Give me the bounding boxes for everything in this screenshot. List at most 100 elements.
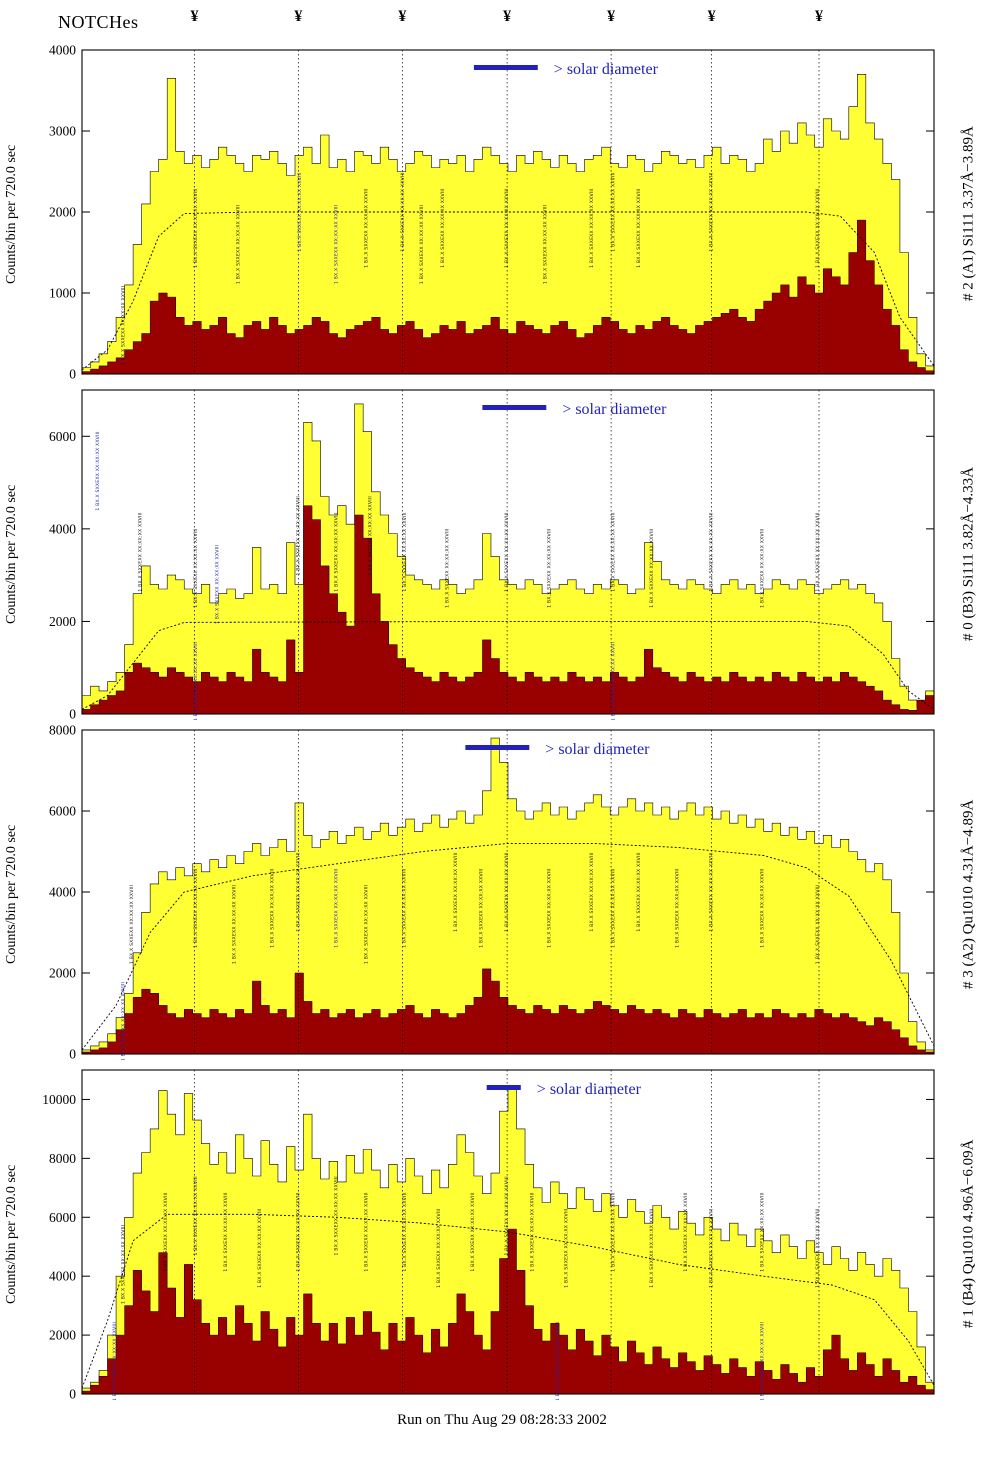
solar-diameter-bar	[482, 405, 547, 410]
svg-text:1 BX.X SXXEXX XX:XX:XX XXVIII: 1 BX.X SXXEXX XX:XX:XX XXVIII	[760, 529, 766, 608]
svg-text:3000: 3000	[49, 124, 76, 139]
solar-diameter-bar	[473, 65, 538, 70]
flare-annotations: 1 BX.X SXXEXX XX:XX:XX XXVIII 1 BX.X SXXE…	[121, 852, 821, 1061]
flare-annotations: 1 BX.X SXXEXX XX:XX:XX XXVIII 1 BX.X SXXE…	[95, 431, 821, 721]
panel-1-right-label: # 2 (A1) Si111 3.37Å−3.89Å	[960, 126, 977, 302]
flare-annotations: 1 BX.X SXXEXX XX:XX:XX XXVIII 1 BX.X SXXE…	[121, 172, 821, 365]
svg-text:1 BX.X SXXEXX XX:XX:XX XXVIII: 1 BX.X SXXEXX XX:XX:XX XXVIII	[236, 205, 242, 284]
plot-border	[81, 1069, 935, 1395]
model-curve	[81, 211, 935, 371]
svg-text:1 BX.X SXXEXX XX:XX:XX XXVIII: 1 BX.X SXXEXX XX:XX:XX XXVIII	[419, 205, 425, 284]
svg-text:1 BX.X SXXEXX XX:XX:XX XXVIII: 1 BX.X SXXEXX XX:XX:XX XXVIII	[611, 1192, 617, 1271]
svg-text:0: 0	[69, 1047, 76, 1061]
notch-symbol: ¥	[707, 8, 716, 25]
panel-4: Counts/bin per 720.0 sec 1 BX.X SXXEXX X…	[2, 1064, 1002, 1404]
svg-text:1 BX.X SXXEXX XX:XX:XX XXVIII: 1 BX.X SXXEXX XX:XX:XX XXVIII	[542, 205, 548, 284]
svg-text:1 BX.X SXXEXX XX:XX:XX XXVIII: 1 BX.X SXXEXX XX:XX:XX XXVIII	[470, 1192, 476, 1271]
svg-text:1 BX.X SXXEXX XX:XX:XX XXVIII: 1 BX.X SXXEXX XX:XX:XX XXVIII	[295, 1192, 301, 1271]
svg-text:1 BX.X SXXEXX XX:XX:XX XXVIII: 1 BX.X SXXEXX XX:XX:XX XXVIII	[478, 869, 484, 948]
svg-text:1 BX.X SXXEXX XX:XX:XX XXVIII: 1 BX.X SXXEXX XX:XX:XX XXVIII	[636, 852, 642, 931]
svg-text:1 BX.X SXXEXX XX:XX:XX XXVIII: 1 BX.X SXXEXX XX:XX:XX XXVIII	[547, 869, 553, 948]
svg-text:1 BX.X SXXEXX XX:XX:XX XXVIII: 1 BX.X SXXEXX XX:XX:XX XXVIII	[815, 1209, 821, 1288]
svg-text:1 BX.X SXXEXX XX:XX:XX XXVIII: 1 BX.X SXXEXX XX:XX:XX XXVIII	[334, 205, 340, 284]
svg-text:1 BX.X SXXEXX XX:XX:XX XXVIII: 1 BX.X SXXEXX XX:XX:XX XXVIII	[611, 869, 617, 948]
panel-3: Counts/bin per 720.0 sec 1 BX.X SXXEXX X…	[2, 723, 1002, 1064]
svg-text:4000: 4000	[49, 44, 76, 58]
svg-text:8000: 8000	[49, 724, 76, 738]
svg-text:1 BX.X SXXEXX XX:XX:XX XXVIII: 1 BX.X SXXEXX XX:XX:XX XXVIII	[611, 642, 617, 720]
red-histogram	[81, 968, 935, 1055]
svg-text:1 BX.X SXXEXX XX:XX:XX XXVIII: 1 BX.X SXXEXX XX:XX:XX XXVIII	[231, 885, 237, 964]
panel-1: Counts/bin per 720.0 sec 1 BX.X SXXEXX X…	[2, 43, 1002, 384]
svg-text:10000: 10000	[42, 1092, 76, 1107]
model-curve	[81, 1213, 935, 1389]
notches-title: NOTCHes	[58, 12, 139, 32]
y-axis-ticks: 0 2000 4000 6000 8000 10000	[42, 1092, 934, 1402]
panel-4-right-label: # 1 (B4) Qu1010 4.96Å−6.09Å	[960, 1139, 977, 1329]
svg-text:1 BX.X SXXEXX XX:XX:XX XXVIII: 1 BX.X SXXEXX XX:XX:XX XXVIII	[815, 189, 821, 268]
plot-area-1: 1 BX.X SXXEXX XX:XX:XX XXVIII 1 BX.X SXXE…	[22, 43, 938, 384]
svg-text:4000: 4000	[49, 521, 76, 536]
svg-text:1 BX.X SXXEXX XX:XX:XX XXVIII: 1 BX.X SXXEXX XX:XX:XX XXVIII	[440, 189, 446, 268]
svg-text:1 BX.X SXXEXX XX:XX:XX XXVIII: 1 BX.X SXXEXX XX:XX:XX XXVIII	[295, 852, 301, 931]
red-histogram	[81, 1228, 935, 1395]
svg-text:1 BX.X SXXEXX XX:XX:XX XXVIII: 1 BX.X SXXEXX XX:XX:XX XXVIII	[368, 496, 374, 575]
svg-text:1 BX.X SXXEXX XX:XX:XX XXVIII: 1 BX.X SXXEXX XX:XX:XX XXVIII	[121, 982, 127, 1060]
svg-text:1 BX.X SXXEXX XX:XX:XX XXVIII: 1 BX.X SXXEXX XX:XX:XX XXVIII	[555, 1322, 561, 1400]
svg-text:0: 0	[69, 1387, 76, 1401]
panel-4-svg: 1 BX.X SXXEXX XX:XX:XX XXVIII 1 BX.X SXXE…	[42, 1069, 935, 1402]
solar-diameter-label: > solar diameter	[562, 401, 667, 418]
notch-symbol: ¥	[190, 8, 199, 25]
svg-text:1 BX.X SXXEXX XX:XX:XX XXVIII: 1 BX.X SXXEXX XX:XX:XX XXVIII	[611, 172, 617, 251]
svg-text:1 BX.X SXXEXX XX:XX:XX XXVIII: 1 BX.X SXXEXX XX:XX:XX XXVIII	[129, 885, 135, 964]
svg-text:1 BX.X SXXEXX XX:XX:XX XXVIII: 1 BX.X SXXEXX XX:XX:XX XXVIII	[121, 1225, 127, 1304]
panel-2-right-label: # 0 (B3) Si111 3.82Å−4.33Å	[960, 466, 977, 642]
y-axis-label-1: Counts/bin per 720.0 sec	[4, 144, 19, 284]
solar-diameter-label: > solar diameter	[554, 61, 659, 78]
svg-text:1 BX.X SXXEXX XX:XX:XX XXVIII: 1 BX.X SXXEXX XX:XX:XX XXVIII	[193, 1176, 199, 1255]
svg-text:1 BX.X SXXEXX XX:XX:XX XXVIII: 1 BX.X SXXEXX XX:XX:XX XXVIII	[589, 189, 595, 268]
flare-annotations: 1 BX.X SXXEXX XX:XX:XX XXVIII 1 BX.X SXXE…	[112, 1176, 821, 1401]
svg-text:1 BX.X SXXEXX XX:XX:XX XXVIII: 1 BX.X SXXEXX XX:XX:XX XXVIII	[95, 431, 101, 510]
svg-text:1 BX.X SXXEXX XX:XX:XX XXVIII: 1 BX.X SXXEXX XX:XX:XX XXVIII	[444, 529, 450, 608]
plot-area-4: 1 BX.X SXXEXX XX:XX:XX XXVIII 1 BX.X SXXE…	[22, 1064, 938, 1404]
panel-3-right-label: # 3 (A2) Qu1010 4.31Å−4.89Å	[960, 799, 977, 989]
svg-text:1 BX.X SXXEXX XX:XX:XX XXVIII: 1 BX.X SXXEXX XX:XX:XX XXVIII	[760, 1192, 766, 1271]
svg-text:1 BX.X SXXEXX XX:XX:XX XXVIII: 1 BX.X SXXEXX XX:XX:XX XXVIII	[504, 1176, 510, 1255]
svg-text:1 BX.X SXXEXX XX:XX:XX XXVIII: 1 BX.X SXXEXX XX:XX:XX XXVIII	[295, 496, 301, 575]
svg-text:1 BX.X SXXEXX XX:XX:XX XXVIII: 1 BX.X SXXEXX XX:XX:XX XXVIII	[363, 1192, 369, 1271]
svg-text:6000: 6000	[49, 1210, 76, 1225]
svg-text:1 BX.X SXXEXX XX:XX:XX XXVIII: 1 BX.X SXXEXX XX:XX:XX XXVIII	[257, 1209, 263, 1288]
notch-symbols-row: ¥ ¥ ¥ ¥ ¥ ¥ ¥	[82, 8, 934, 40]
notch-symbol: ¥	[294, 8, 303, 25]
y-axis-ticks: 0 2000 4000 6000 8000	[49, 723, 934, 1062]
svg-text:2000: 2000	[49, 205, 76, 220]
svg-text:1 BX.X SXXEXX XX:XX:XX XXVIII: 1 BX.X SXXEXX XX:XX:XX XXVIII	[436, 1209, 442, 1288]
svg-text:1 BX.X SXXEXX XX:XX:XX XXVIII: 1 BX.X SXXEXX XX:XX:XX XXVIII	[530, 1192, 536, 1271]
solar-diameter-label: > solar diameter	[537, 1081, 642, 1098]
svg-text:2000: 2000	[49, 1328, 76, 1343]
svg-text:1 BX.X SXXEXX XX:XX:XX XXVIII: 1 BX.X SXXEXX XX:XX:XX XXVIII	[649, 529, 655, 608]
svg-text:1 BX.X SXXEXX XX:XX:XX XXVIII: 1 BX.X SXXEXX XX:XX:XX XXVIII	[611, 512, 617, 591]
run-timestamp: Run on Thu Aug 29 08:28:33 2002	[397, 1412, 607, 1428]
y-axis-label-3: Counts/bin per 720.0 sec	[4, 824, 19, 964]
notch-symbol: ¥	[503, 8, 512, 25]
notch-symbol: ¥	[398, 8, 407, 25]
svg-text:1 BX.X SXXEXX XX:XX:XX XXVIII: 1 BX.X SXXEXX XX:XX:XX XXVIII	[402, 512, 408, 591]
svg-text:0: 0	[69, 367, 76, 381]
panel-2: Counts/bin per 720.0 sec 1 BX.X SXXEXX X…	[2, 384, 1002, 724]
plot-border	[81, 389, 935, 715]
svg-text:6000: 6000	[49, 804, 76, 819]
red-histogram	[81, 219, 935, 375]
yellow-histogram	[81, 403, 935, 715]
svg-text:1 BX.X SXXEXX XX:XX:XX XXVIII: 1 BX.X SXXEXX XX:XX:XX XXVIII	[334, 1176, 340, 1255]
svg-text:1 BX.X SXXEXX XX:XX:XX XXVIII: 1 BX.X SXXEXX XX:XX:XX XXVIII	[760, 869, 766, 948]
svg-text:1 BX.X SXXEXX XX:XX:XX XXVIII: 1 BX.X SXXEXX XX:XX:XX XXVIII	[363, 189, 369, 268]
svg-text:1000: 1000	[49, 286, 76, 301]
svg-text:1 BX.X SXXEXX XX:XX:XX XXVIII: 1 BX.X SXXEXX XX:XX:XX XXVIII	[223, 1192, 229, 1271]
svg-text:1 BX.X SXXEXX XX:XX:XX XXVIII: 1 BX.X SXXEXX XX:XX:XX XXVIII	[815, 512, 821, 591]
svg-text:1 BX.X SXXEXX XX:XX:XX XXVIII: 1 BX.X SXXEXX XX:XX:XX XXVIII	[708, 172, 714, 251]
svg-text:1 BX.X SXXEXX XX:XX:XX XXVIII: 1 BX.X SXXEXX XX:XX:XX XXVIII	[674, 869, 680, 948]
svg-text:8000: 8000	[49, 1151, 76, 1166]
